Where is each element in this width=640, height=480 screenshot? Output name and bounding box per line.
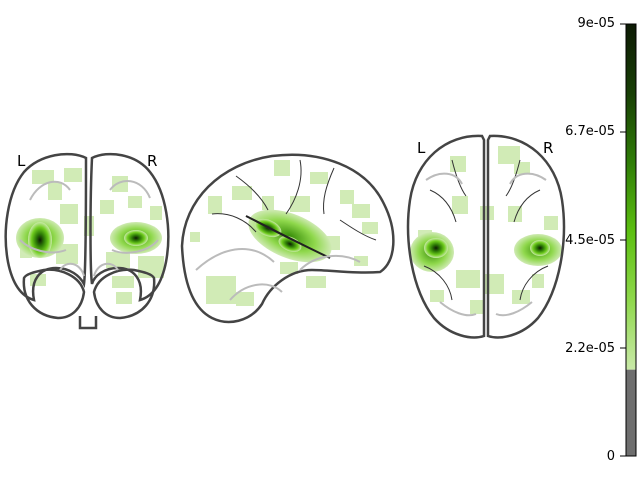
sagittal-view <box>180 153 395 324</box>
coronal-view <box>4 152 170 330</box>
axial-view <box>406 134 566 339</box>
colorbar-threshold-band <box>626 369 636 456</box>
colorbar-tick-label: 6.7e-05 <box>565 124 615 139</box>
coronal-right-label: R <box>147 152 158 170</box>
colorbar-tick-label: 4.5e-05 <box>565 233 615 248</box>
colorbar-gradient <box>626 24 636 370</box>
colorbar-tick-label: 9e-05 <box>577 16 615 31</box>
coronal-left-label: L <box>17 152 26 170</box>
colorbar-tick-label: 2.2e-05 <box>565 341 615 356</box>
colorbar-tick-label: 0 <box>606 449 615 464</box>
axial-left-label: L <box>417 139 426 157</box>
axial-right-label: R <box>543 139 554 157</box>
